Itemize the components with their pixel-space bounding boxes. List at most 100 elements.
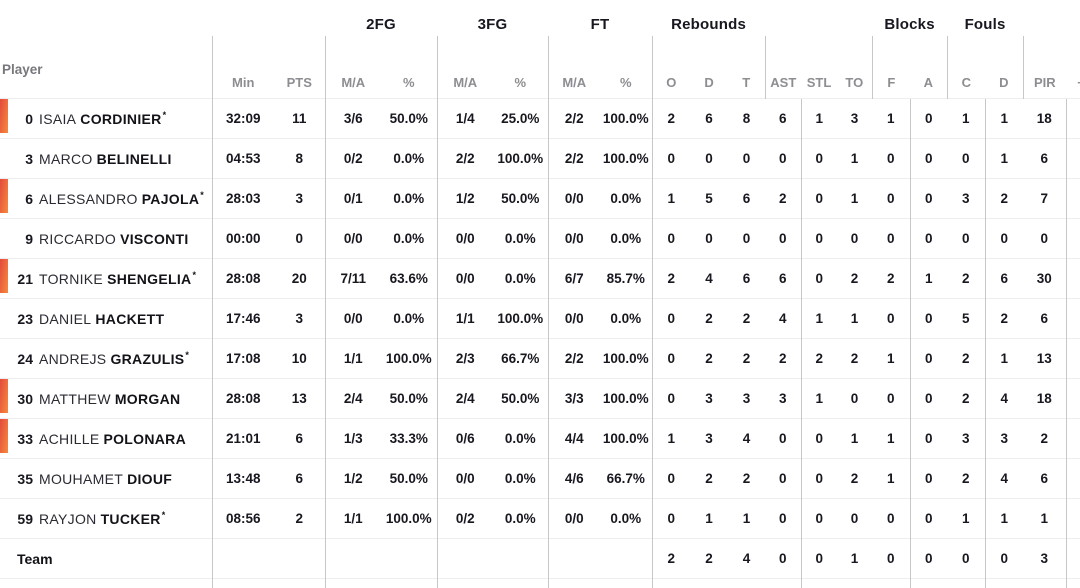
- cell-3fg-ma: 0/0: [436, 258, 493, 299]
- player-name-cell[interactable]: 21 TORNIKE SHENGELIA*: [0, 258, 212, 299]
- cell-2fg-ma: 1/2: [324, 458, 381, 499]
- player-row[interactable]: 21 TORNIKE SHENGELIA* 28:08 20 7/11 63.6% 0/0 0.…: [0, 258, 1080, 299]
- player-name-cell[interactable]: 24 ANDREJS GRAZULIS*: [0, 338, 212, 379]
- player-last-name: CORDINIER: [80, 111, 162, 127]
- cell-reb-o: 0: [651, 218, 691, 259]
- column-group-header-row: 2FG 3FG FT Rebounds Blocks Fouls: [0, 0, 1080, 36]
- cell-ft-pct: 100.0%: [600, 98, 653, 139]
- cell-foul-c: 0: [947, 218, 986, 259]
- cell-stl: 0: [800, 258, 838, 299]
- player-row[interactable]: 24 ANDREJS GRAZULIS* 17:08 10 1/1 100.0% 2/3 66.…: [0, 338, 1080, 379]
- player-name-cell[interactable]: 0 ISAIA CORDINIER*: [0, 98, 212, 139]
- cell-pts: 6: [274, 418, 325, 459]
- cell-ft-ma: 0/0: [547, 498, 600, 539]
- header-player: Player: [2, 62, 43, 77]
- cell-reb-t: 0: [728, 218, 766, 259]
- on-court-indicator: [0, 259, 8, 293]
- cell-to: 2: [837, 258, 873, 299]
- on-court-indicator: [0, 379, 8, 413]
- cell-to: 14: [837, 578, 873, 588]
- cell-2fg-pct: 100.0%: [381, 338, 437, 379]
- player-row[interactable]: 9 RICCARDO VISCONTI 00:00 0 0/0 0.0% 0/0 0.0% 0/0…: [0, 218, 1080, 259]
- player-name-cell[interactable]: 35 MOUHAMET DIOUF: [0, 458, 212, 499]
- cell-3fg-ma: 0/2: [436, 498, 493, 539]
- cell-3fg-pct: 25.0%: [493, 98, 548, 139]
- table-body: 0 ISAIA CORDINIER* 32:09 11 3/6 50.0% 1/4 25.0% 2…: [0, 98, 1080, 588]
- cell-2fg-pct: 50.0%: [381, 98, 437, 139]
- cell-ft-ma: 0/0: [547, 178, 600, 219]
- cell-3fg-pct: 66.7%: [493, 338, 548, 379]
- cell-foul-d: 25: [984, 578, 1024, 588]
- player-name-cell[interactable]: 23 DANIEL HACKETT: [0, 298, 212, 339]
- player-name-cell[interactable]: 33 ACHILLE POLONARA: [0, 418, 212, 459]
- cell-ft-ma: [547, 538, 600, 579]
- cell-to: 1: [837, 178, 873, 219]
- cell-reb-o: 0: [651, 138, 691, 179]
- player-row[interactable]: 33 ACHILLE POLONARA 21:01 6 1/3 33.3% 0/6 0.0% 4/…: [0, 418, 1080, 459]
- cell-pts: 11: [274, 98, 325, 139]
- cell-stl: 2: [800, 338, 838, 379]
- cell-pir: 2: [1023, 418, 1067, 459]
- cell-reb-o: 2: [651, 258, 691, 299]
- cell-3fg-pct: 100.0%: [493, 298, 548, 339]
- group-spacer: [1023, 0, 1080, 36]
- cell-2fg-pct: 51.6%: [381, 578, 437, 588]
- cell-blk-a: 0: [909, 338, 948, 379]
- player-last-name: PAJOLA: [141, 191, 200, 207]
- cell-plus-minus: [1065, 138, 1080, 179]
- cell-2fg-pct: 0.0%: [381, 138, 437, 179]
- player-row[interactable]: 30 MATTHEW MORGAN 28:08 13 2/4 50.0% 2/4 50.0% 3/…: [0, 378, 1080, 419]
- header-foul-c: C: [946, 36, 986, 99]
- cell-2fg-ma: 0/0: [324, 298, 381, 339]
- cell-ft-pct: 0.0%: [600, 178, 653, 219]
- player-row[interactable]: 6 ALESSANDRO PAJOLA* 28:03 3 0/1 0.0% 1/2 50.0% 0…: [0, 178, 1080, 219]
- player-name-cell[interactable]: 30 MATTHEW MORGAN: [0, 378, 212, 419]
- cell-plus-minus: [1065, 298, 1080, 339]
- cell-ft-pct: [600, 538, 653, 579]
- cell-pir: 1: [1023, 498, 1067, 539]
- cell-reb-o: 8: [651, 578, 691, 588]
- cell-reb-o: 1: [651, 418, 691, 459]
- cell-blk-f: 0: [872, 498, 911, 539]
- cell-2fg-ma: [324, 538, 381, 579]
- cell-ast: 23: [765, 578, 802, 588]
- cell-blk-f: 0: [872, 178, 911, 219]
- cell-reb-d: 0: [690, 218, 729, 259]
- group-2fg: 2FG: [366, 16, 396, 33]
- header-foul-d: D: [999, 75, 1009, 90]
- cell-blk-a: 0: [909, 378, 948, 419]
- header-2fg-pct: %: [402, 75, 415, 90]
- header-min: Min: [211, 36, 274, 99]
- player-name-cell[interactable]: 6 ALESSANDRO PAJOLA*: [0, 178, 212, 219]
- player-name-cell[interactable]: 3 MARCO BELINELLI: [0, 138, 212, 179]
- cell-foul-c: 21: [947, 578, 986, 588]
- player-row[interactable]: 35 MOUHAMET DIOUF 13:48 6 1/2 50.0% 0/0 0.0% 4/6 6…: [0, 458, 1080, 499]
- cell-2fg-pct: 50.0%: [381, 458, 437, 499]
- cell-reb-d: 2: [690, 338, 729, 379]
- player-first-name: ALESSANDRO: [39, 191, 138, 207]
- cell-2fg-ma: 0/1: [324, 178, 381, 219]
- cell-2fg-pct: [381, 538, 437, 579]
- player-name-cell[interactable]: 59 RAYJON TUCKER*: [0, 498, 212, 539]
- player-row[interactable]: 0 ISAIA CORDINIER* 32:09 11 3/6 50.0% 1/4 25.0% 2…: [0, 98, 1080, 139]
- player-row[interactable]: 59 RAYJON TUCKER* 08:56 2 1/1 100.0% 0/2 0.0% 0/0…: [0, 498, 1080, 539]
- cell-to: 0: [837, 218, 873, 259]
- cell-pts: [274, 538, 325, 579]
- player-row[interactable]: 23 DANIEL HACKETT 17:46 3 0/0 0.0% 1/1 100.0% 0/0…: [0, 298, 1080, 339]
- cell-3fg-pct: 37.5%: [493, 578, 548, 588]
- cell-plus-minus: [1065, 578, 1080, 588]
- cell-reb-d: 30: [690, 578, 729, 588]
- cell-blk-f: 1: [872, 98, 911, 139]
- cell-3fg-ma: 2/3: [436, 338, 493, 379]
- cell-blk-a: 0: [909, 498, 948, 539]
- cell-pir: 6: [1023, 138, 1067, 179]
- cell-reb-d: 2: [690, 298, 729, 339]
- cell-min: 00:00: [211, 218, 274, 259]
- player-name-cell[interactable]: 9 RICCARDO VISCONTI: [0, 218, 212, 259]
- on-court-indicator: [0, 419, 8, 453]
- cell-foul-c: 0: [947, 538, 986, 579]
- column-header-row: Player Min PTS M/A % M/A % M/A % O D T A…: [0, 36, 1080, 99]
- player-row[interactable]: 3 MARCO BELINELLI 04:53 8 0/2 0.0% 2/2 100.0% 2/2…: [0, 138, 1080, 179]
- player-last-name: MORGAN: [114, 390, 181, 407]
